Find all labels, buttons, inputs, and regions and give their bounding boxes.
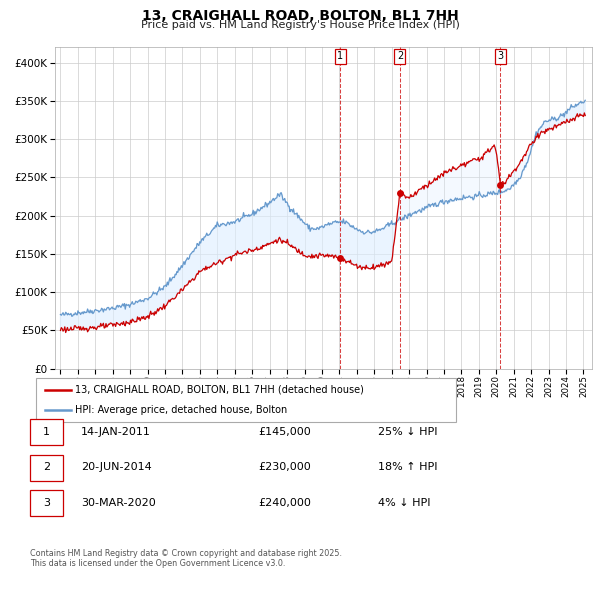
- Text: Contains HM Land Registry data © Crown copyright and database right 2025.: Contains HM Land Registry data © Crown c…: [30, 549, 342, 558]
- Text: 4% ↓ HPI: 4% ↓ HPI: [378, 498, 431, 507]
- Text: £240,000: £240,000: [258, 498, 311, 507]
- Text: 30-MAR-2020: 30-MAR-2020: [81, 498, 156, 507]
- Text: 3: 3: [43, 498, 50, 507]
- Text: HPI: Average price, detached house, Bolton: HPI: Average price, detached house, Bolt…: [75, 405, 287, 415]
- Text: 18% ↑ HPI: 18% ↑ HPI: [378, 463, 437, 472]
- Text: Price paid vs. HM Land Registry's House Price Index (HPI): Price paid vs. HM Land Registry's House …: [140, 20, 460, 30]
- Text: 3: 3: [497, 51, 503, 61]
- Text: 2: 2: [43, 463, 50, 472]
- Text: 25% ↓ HPI: 25% ↓ HPI: [378, 427, 437, 437]
- Text: £145,000: £145,000: [258, 427, 311, 437]
- Text: 1: 1: [43, 427, 50, 437]
- Text: 14-JAN-2011: 14-JAN-2011: [81, 427, 151, 437]
- Text: 1: 1: [337, 51, 343, 61]
- Text: 20-JUN-2014: 20-JUN-2014: [81, 463, 152, 472]
- Text: 13, CRAIGHALL ROAD, BOLTON, BL1 7HH: 13, CRAIGHALL ROAD, BOLTON, BL1 7HH: [142, 9, 458, 23]
- Text: 2: 2: [397, 51, 403, 61]
- Text: 13, CRAIGHALL ROAD, BOLTON, BL1 7HH (detached house): 13, CRAIGHALL ROAD, BOLTON, BL1 7HH (det…: [75, 385, 364, 395]
- Text: This data is licensed under the Open Government Licence v3.0.: This data is licensed under the Open Gov…: [30, 559, 286, 568]
- Text: £230,000: £230,000: [258, 463, 311, 472]
